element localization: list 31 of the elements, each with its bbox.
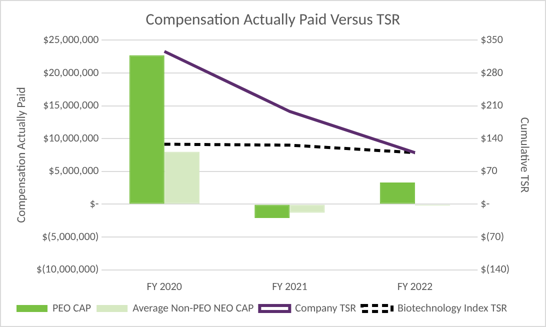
y2-tick-label: $(70) bbox=[480, 230, 504, 243]
bar bbox=[254, 204, 290, 218]
y2-tick-label: $350 bbox=[480, 32, 504, 46]
y-tick-label: $10,000,000 bbox=[43, 131, 100, 144]
y-tick-label: $- bbox=[90, 196, 99, 210]
y2-axis-title: Cumulative TSR bbox=[516, 117, 531, 194]
y2-tick-label: $140 bbox=[480, 131, 504, 144]
y2-tick-label: $70 bbox=[480, 164, 498, 178]
x-tick-label: FY 2020 bbox=[146, 280, 182, 294]
x-tick-label: FY 2021 bbox=[272, 280, 308, 294]
y-axis-title: Compensation Actually Paid bbox=[15, 87, 30, 223]
y2-tick-label: $(140) bbox=[480, 262, 510, 276]
legend-label: Biotechnology Index TSR bbox=[398, 301, 508, 314]
y-tick-label: $5,000,000 bbox=[48, 164, 100, 178]
y-tick-label: $(5,000,000) bbox=[42, 230, 99, 243]
y-tick-label: $20,000,000 bbox=[43, 66, 100, 79]
bar bbox=[164, 152, 200, 204]
y-tick-label: $25,000,000 bbox=[43, 32, 100, 46]
bar bbox=[129, 55, 164, 204]
legend-label: Average Non-PEO NEO CAP bbox=[132, 301, 254, 314]
x-tick-label: FY 2022 bbox=[397, 280, 434, 294]
bar bbox=[380, 182, 415, 204]
legend-label: Company TSR bbox=[295, 301, 356, 314]
y-tick-label: $15,000,000 bbox=[43, 98, 100, 112]
y-tick-label: $(10,000,000) bbox=[36, 262, 99, 276]
y2-tick-label: $280 bbox=[480, 66, 504, 79]
y2-tick-label: $210 bbox=[480, 98, 504, 112]
bar bbox=[290, 204, 325, 213]
legend-label: PEO CAP bbox=[52, 301, 92, 314]
chart-title: Compensation Actually Paid Versus TSR bbox=[146, 10, 401, 30]
y2-tick-label: $- bbox=[480, 196, 490, 210]
